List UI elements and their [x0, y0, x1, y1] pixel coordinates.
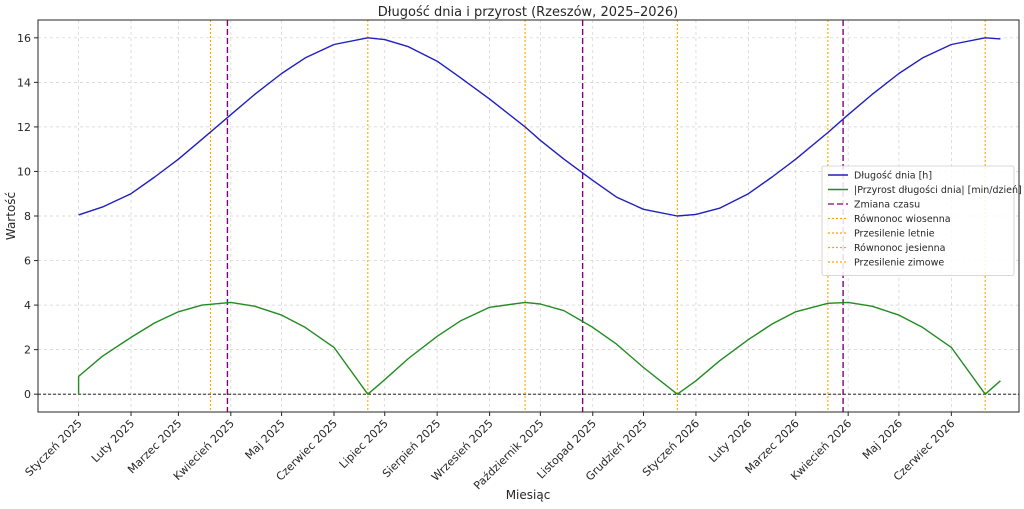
y-tick-label: 6 — [24, 255, 31, 268]
legend-label: Przesilenie zimowe — [854, 258, 944, 269]
x-tick-label: Luty 2025 — [89, 417, 137, 465]
y-tick-label: 16 — [17, 32, 31, 45]
x-tick-label: Styczeń 2025 — [23, 417, 85, 479]
legend-label: Długość dnia [h] — [854, 171, 932, 182]
x-tick-label: Maj 2026 — [860, 417, 905, 462]
y-tick-label: 10 — [17, 165, 31, 178]
y-tick-label: 12 — [17, 121, 31, 134]
grid — [38, 20, 1019, 412]
legend-box — [821, 165, 1015, 276]
x-tick-label: Lipiec 2025 — [337, 417, 391, 471]
plot-area — [38, 20, 1019, 412]
y-tick-label: 4 — [24, 299, 31, 312]
y-axis-label: Wartość — [4, 192, 18, 240]
chart-title: Długość dnia i przyrost (Rzeszów, 2025–2… — [378, 5, 678, 20]
y-tick-label: 0 — [24, 388, 31, 401]
legend-label: Równonoc jesienna — [854, 243, 945, 254]
x-tick-label: Luty 2026 — [706, 417, 754, 465]
y-axis: 0 2 4 6 8 10 12 14 16 — [17, 32, 38, 401]
y-tick-label: 14 — [17, 76, 31, 89]
series-line — [78, 37, 1001, 217]
y-tick-label: 2 — [24, 344, 31, 357]
x-axis-label: Miesiąc — [506, 488, 551, 502]
legend-label: Zmiana czasu — [854, 200, 920, 211]
x-tick-label: Maj 2025 — [243, 417, 288, 462]
legend-label: Równonoc wiosenna — [854, 214, 951, 225]
legend: Długość dnia [h] |Przyrost długości dnia|… — [821, 165, 1022, 276]
series-line — [77, 301, 1001, 395]
y-tick-label: 8 — [24, 210, 31, 223]
legend-label: Przesilenie letnie — [854, 229, 935, 240]
legend-label: |Przyrost długości dnia| [min/dzień] — [854, 185, 1022, 196]
